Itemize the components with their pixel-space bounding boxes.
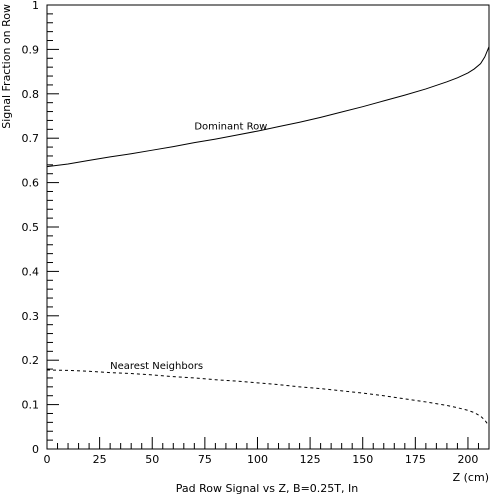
series-line-1	[46, 369, 490, 427]
x-tick-label: 100	[247, 453, 268, 466]
x-tick-label: 125	[300, 453, 321, 466]
x-tick-label: 25	[93, 453, 107, 466]
y-tick-label: 0.8	[22, 88, 40, 101]
series-label-1: Nearest Neighbors	[110, 361, 203, 372]
x-tick-label: 150	[352, 453, 373, 466]
y-tick-label: 0.3	[22, 310, 40, 323]
series-line-0	[46, 46, 490, 168]
y-tick-label: 0.1	[22, 399, 40, 412]
x-tick-label: 0	[44, 453, 51, 466]
y-tick-label: 0.7	[22, 132, 40, 145]
x-tick-label: 50	[145, 453, 159, 466]
y-axis-title: Signal Fraction on Row	[0, 4, 13, 129]
x-axis: 0 25 50 75 100 125 150 175 200	[44, 437, 490, 466]
chart-caption: Pad Row Signal vs Z, B=0.25T, In	[176, 482, 358, 494]
x-tick-label: 175	[405, 453, 426, 466]
y-axis: 0 0.1 0.2 0.3 0.4 0.5 0.6 0.7 0.8 0.9 1	[22, 0, 59, 456]
y-tick-label: 0.2	[22, 354, 40, 367]
y-tick-label: 0.4	[22, 265, 40, 278]
y-tick-label: 0.6	[22, 177, 40, 190]
x-tick-label: 200	[457, 453, 478, 466]
y-tick-label: 1	[32, 0, 39, 12]
x-tick-label: 75	[198, 453, 212, 466]
y-tick-label: 0	[32, 443, 39, 456]
annotations: Dominant Row Nearest Neighbors	[110, 121, 267, 372]
y-tick-label: 0.9	[22, 43, 40, 56]
x-axis-title: Z (cm)	[453, 471, 489, 484]
y-tick-label: 0.5	[22, 221, 40, 234]
series-label-0: Dominant Row	[194, 121, 267, 132]
series-layer	[46, 46, 490, 427]
